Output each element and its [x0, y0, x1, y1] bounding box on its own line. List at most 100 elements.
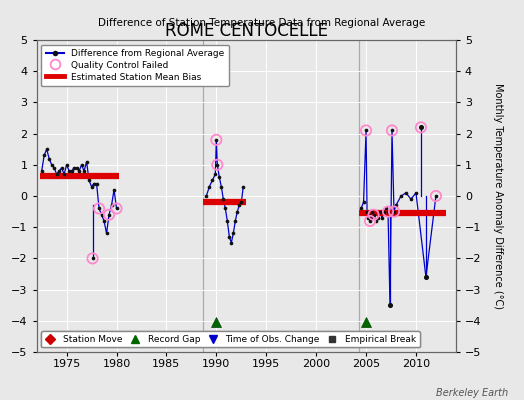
Point	[417, 124, 425, 130]
Point	[384, 208, 392, 215]
Point	[65, 168, 73, 174]
Point	[50, 165, 58, 171]
Point	[107, 202, 116, 208]
Point	[89, 255, 97, 262]
Point	[82, 158, 91, 165]
Point	[48, 162, 56, 168]
Point	[68, 168, 76, 174]
Point	[225, 233, 234, 240]
Point	[62, 162, 71, 168]
Point	[417, 124, 425, 130]
Point	[386, 302, 394, 308]
Point	[221, 205, 230, 212]
Point	[55, 168, 63, 174]
Point	[384, 208, 392, 215]
Point	[52, 171, 61, 177]
Point	[372, 218, 380, 224]
Point	[211, 171, 220, 177]
Point	[386, 302, 394, 308]
Point	[219, 196, 227, 202]
Point	[378, 215, 386, 221]
Point	[366, 218, 374, 224]
Point	[388, 127, 396, 134]
Point	[362, 127, 370, 134]
Point	[235, 202, 244, 208]
Point	[422, 274, 430, 280]
Point	[366, 218, 374, 224]
Text: Difference of Station Temperature Data from Regional Average: Difference of Station Temperature Data f…	[99, 18, 425, 28]
Point	[78, 162, 86, 168]
Point	[412, 190, 420, 196]
Point	[105, 212, 113, 218]
Point	[102, 230, 111, 237]
Point	[237, 199, 245, 206]
Point	[105, 212, 113, 218]
Point	[95, 205, 103, 212]
Point	[208, 177, 216, 184]
Point	[363, 208, 371, 215]
Point	[212, 137, 221, 143]
Point	[205, 184, 214, 190]
Point	[382, 205, 390, 212]
Point	[231, 218, 239, 224]
Point	[223, 218, 232, 224]
Legend: Station Move, Record Gap, Time of Obs. Change, Empirical Break: Station Move, Record Gap, Time of Obs. C…	[41, 331, 420, 348]
Point	[368, 208, 376, 215]
Point	[213, 162, 222, 168]
Point	[97, 212, 106, 218]
Point	[380, 208, 388, 215]
Point	[369, 212, 378, 218]
Point	[365, 212, 373, 218]
Point	[89, 255, 97, 262]
Point	[72, 165, 81, 171]
Point	[45, 155, 53, 162]
Point	[112, 205, 121, 212]
Point	[229, 230, 237, 237]
Point	[92, 180, 101, 187]
Point	[110, 186, 118, 193]
Point	[390, 208, 398, 215]
Point	[58, 165, 66, 171]
Point	[432, 193, 440, 199]
Point	[95, 205, 103, 212]
Point	[362, 127, 370, 134]
Point	[376, 208, 384, 215]
Point	[85, 177, 93, 184]
Point	[217, 184, 225, 190]
Point	[388, 127, 396, 134]
Point	[397, 193, 405, 199]
Title: ROME CENTOCELLE: ROME CENTOCELLE	[165, 22, 328, 40]
Point	[38, 168, 46, 174]
Point	[357, 205, 365, 212]
Point	[227, 240, 235, 246]
Point	[392, 202, 400, 208]
Point	[367, 215, 375, 221]
Point	[239, 184, 247, 190]
Point	[364, 215, 372, 221]
Point	[407, 196, 415, 202]
Point	[212, 137, 221, 143]
Y-axis label: Monthly Temperature Anomaly Difference (°C): Monthly Temperature Anomaly Difference (…	[493, 83, 503, 309]
Point	[80, 168, 88, 174]
Text: Berkeley Earth: Berkeley Earth	[436, 388, 508, 398]
Point	[88, 184, 96, 190]
Point	[374, 215, 382, 221]
Point	[100, 218, 108, 224]
Point	[369, 212, 378, 218]
Point	[213, 162, 222, 168]
Point	[75, 168, 83, 174]
Point	[90, 180, 99, 187]
Point	[40, 152, 48, 159]
Point	[202, 193, 211, 199]
Point	[390, 208, 398, 215]
Point	[233, 208, 242, 215]
Point	[70, 165, 78, 171]
Point	[422, 274, 430, 280]
Point	[215, 174, 224, 180]
Point	[402, 190, 410, 196]
Point	[432, 193, 440, 199]
Point	[60, 171, 68, 177]
Point	[112, 205, 121, 212]
Point	[42, 146, 51, 152]
Point	[359, 199, 368, 206]
